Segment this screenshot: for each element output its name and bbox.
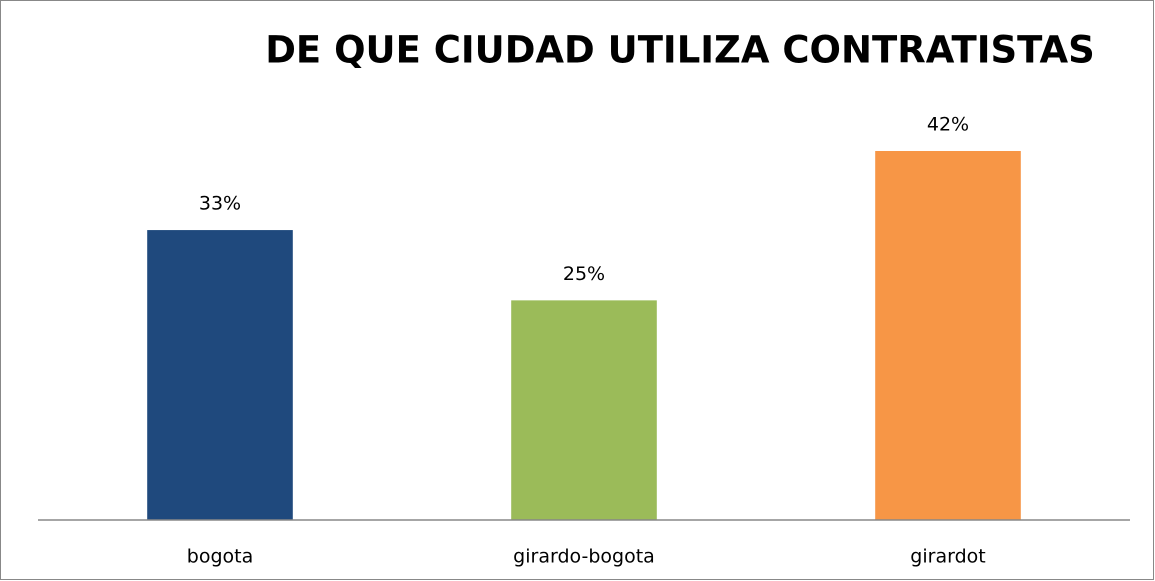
bar (147, 230, 293, 521)
chart-title: DE QUE CIUDAD UTILIZA CONTRATISTAS (265, 29, 1095, 72)
x-tick-label: bogota (187, 546, 253, 568)
bar (875, 151, 1021, 520)
data-label: 33% (199, 193, 241, 215)
x-tick-label: girardot (910, 546, 985, 568)
bar (511, 300, 657, 520)
x-tick-label: girardo-bogota (513, 546, 655, 568)
data-label: 42% (927, 114, 969, 136)
data-label: 25% (563, 263, 605, 285)
